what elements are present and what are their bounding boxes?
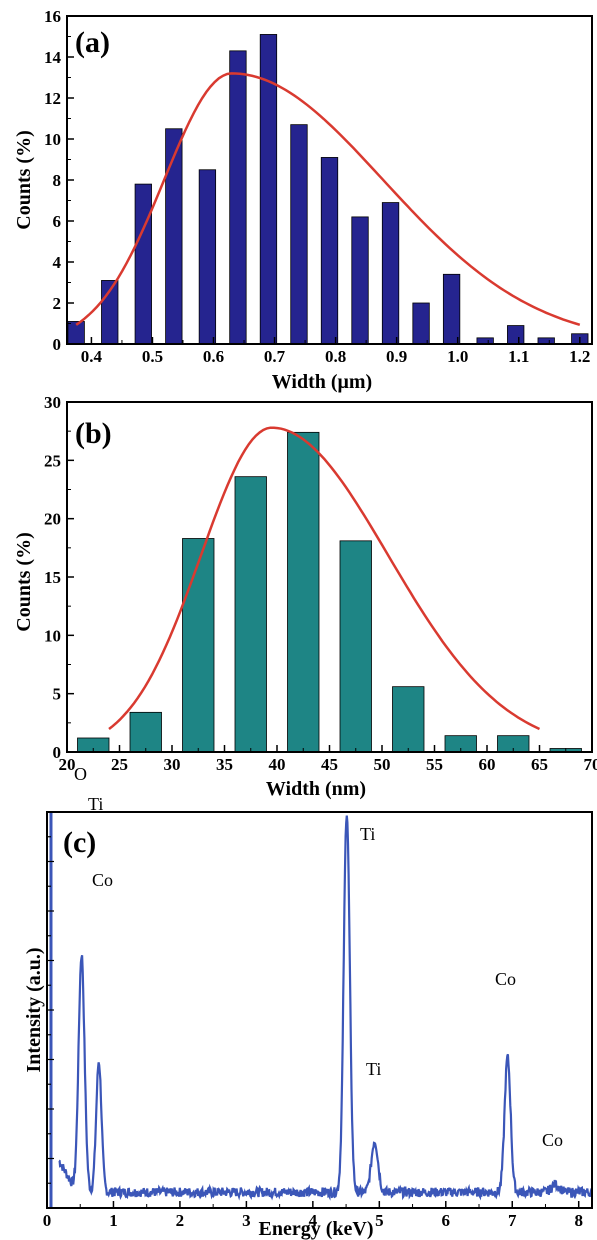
bar <box>229 50 247 345</box>
bar <box>339 540 372 753</box>
bar <box>287 431 320 753</box>
peak-label-ti-1: Ti <box>88 794 103 814</box>
x-tick-label: 40 <box>269 755 286 774</box>
y-tick-label: 0 <box>53 743 62 762</box>
x-tick-label: 0.5 <box>142 347 163 366</box>
y-tick-label: 12 <box>44 89 61 108</box>
x-tick-label: 8 <box>574 1211 583 1230</box>
x-tick-label: 4 <box>309 1211 318 1230</box>
x-tick-label: 0.4 <box>81 347 103 366</box>
bar <box>442 273 461 345</box>
x-tick-label: 30 <box>164 755 181 774</box>
bar <box>129 711 162 753</box>
y-tick-label: 10 <box>44 626 61 645</box>
peak-label-co-3: Co <box>542 1130 563 1150</box>
y-tick-label: 6 <box>53 212 62 231</box>
x-tick-label: 7 <box>508 1211 517 1230</box>
x-tick-label: 1.0 <box>447 347 468 366</box>
x-tick-label: 35 <box>216 755 233 774</box>
x-tick-label: 1 <box>109 1211 118 1230</box>
peak-label-o: O <box>74 764 87 784</box>
x-tick-label: 50 <box>374 755 391 774</box>
x-tick-label: 5 <box>375 1211 384 1230</box>
bar <box>165 128 183 345</box>
y-tick-label: 16 <box>44 7 61 26</box>
bar <box>182 538 215 753</box>
panel-b-y-axis-title: Counts (%) <box>13 532 35 631</box>
peak-label-ti-3: Ti <box>366 1059 381 1079</box>
x-tick-label: 70 <box>584 755 597 774</box>
x-tick-label: 0 <box>43 1211 52 1230</box>
panel-c-chart: (c) Energy (keV) Intensity (a.u.) O Ti C… <box>23 764 593 1240</box>
y-tick-label: 0 <box>53 335 62 354</box>
spectrum-line <box>58 815 593 1201</box>
x-tick-label: 0.6 <box>203 347 224 366</box>
panel-b-chart: (b) Width (nm) Counts (%) 20 25 30 35 40 45 50… <box>13 393 597 800</box>
bar <box>198 169 217 345</box>
x-tick-label: 1.2 <box>569 347 590 366</box>
plot-frame <box>66 401 593 753</box>
bar <box>67 321 85 345</box>
x-tick-label: 60 <box>479 755 496 774</box>
x-tick-label: 6 <box>442 1211 451 1230</box>
x-tick-label: 55 <box>426 755 443 774</box>
x-tick-label: 3 <box>242 1211 251 1230</box>
peak-label-co-1: Co <box>92 870 113 890</box>
bar <box>507 325 525 345</box>
panel-a-chart: (a) Width (μm) Counts (%) 0.4 0.5 0.6 0.7 0.… <box>13 7 593 393</box>
x-tick-label: 0.8 <box>325 347 346 366</box>
y-tick-label: 14 <box>44 48 62 67</box>
y-tick-label: 8 <box>53 171 62 190</box>
panel-a-x-axis-title: Width (μm) <box>272 371 372 393</box>
x-tick-label: 0.9 <box>386 347 407 366</box>
x-tick-label: 20 <box>59 755 76 774</box>
bar <box>290 124 308 345</box>
y-tick-label: 30 <box>44 393 61 412</box>
bar <box>381 202 400 345</box>
x-tick-label: 2 <box>176 1211 185 1230</box>
x-tick-label: 1.1 <box>508 347 529 366</box>
panel-a-label: (a) <box>75 26 110 59</box>
peak-label-ti-2: Ti <box>360 824 375 844</box>
y-tick-label: 5 <box>53 685 62 704</box>
peak-label-co-2: Co <box>495 969 516 989</box>
y-tick-label: 4 <box>53 253 62 272</box>
fit-curve <box>108 426 541 731</box>
fit-curve <box>75 72 581 326</box>
bar <box>134 183 152 345</box>
panel-c-label: (c) <box>63 826 96 859</box>
y-tick-label: 20 <box>44 510 61 529</box>
x-tick-label: 25 <box>111 755 128 774</box>
panel-a-y-axis-title: Counts (%) <box>13 130 35 229</box>
y-tick-label: 2 <box>53 294 62 313</box>
bar <box>412 302 430 345</box>
bar <box>234 476 267 753</box>
panel-b-label: (b) <box>75 417 112 450</box>
y-tick-label: 10 <box>44 130 61 149</box>
plot-frame <box>46 811 593 1209</box>
y-tick-label: 15 <box>44 568 61 587</box>
bar <box>351 216 369 345</box>
x-tick-label: 45 <box>321 755 338 774</box>
x-tick-label: 0.7 <box>264 347 286 366</box>
bar <box>320 157 339 345</box>
panel-c-y-axis-title: Intensity (a.u.) <box>23 947 45 1072</box>
bar <box>392 686 425 753</box>
panel-c-x-axis-title: Energy (keV) <box>259 1218 374 1240</box>
y-tick-label: 25 <box>44 451 61 470</box>
panel-b-x-axis-title: Width (nm) <box>266 778 366 800</box>
x-tick-label: 65 <box>531 755 548 774</box>
